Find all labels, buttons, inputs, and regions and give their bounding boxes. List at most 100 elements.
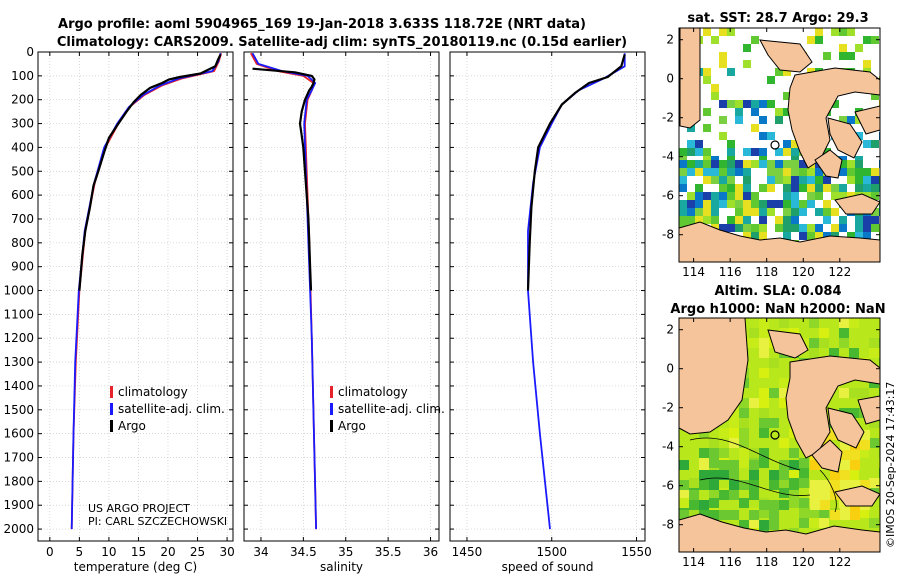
legend-label-climatology: climatology bbox=[338, 385, 408, 399]
sst-cell bbox=[815, 168, 823, 176]
sst-cell bbox=[767, 208, 775, 216]
sla-cell bbox=[820, 480, 830, 490]
sst-cell bbox=[807, 192, 815, 200]
sst-cell bbox=[839, 168, 847, 176]
sst-cell bbox=[839, 160, 847, 168]
sst-cell bbox=[823, 200, 831, 208]
sst-cell bbox=[759, 200, 767, 208]
map-y-tick-label: -2 bbox=[662, 401, 674, 415]
sst-cell bbox=[679, 200, 687, 208]
sst-cell bbox=[687, 216, 695, 224]
map-x-tick-label: 114 bbox=[682, 265, 705, 279]
legend-label-satellite: satellite-adj. clim. bbox=[118, 402, 225, 416]
sst-cell bbox=[727, 28, 735, 36]
sst-cell bbox=[735, 160, 743, 168]
sst-cell bbox=[871, 216, 879, 224]
sla-cell bbox=[769, 500, 779, 510]
sst-cell bbox=[703, 176, 711, 184]
sst-cell bbox=[815, 176, 823, 184]
sst-cell bbox=[687, 124, 695, 132]
sla-cell bbox=[759, 328, 769, 338]
sla-cell bbox=[739, 418, 749, 428]
sst-cell bbox=[679, 148, 687, 156]
sst-cell bbox=[735, 200, 743, 208]
map-y-tick-label: 0 bbox=[666, 72, 674, 86]
sst-cell bbox=[735, 208, 743, 216]
panel-sound-speed: 1450 1500 1550 speed of sound bbox=[449, 51, 652, 574]
sst-cell bbox=[767, 168, 775, 176]
sst-cell bbox=[791, 140, 799, 148]
sst-cell bbox=[711, 200, 719, 208]
sst-cell bbox=[703, 108, 711, 116]
sst-land bbox=[679, 28, 880, 262]
sst-cell bbox=[871, 92, 879, 100]
sla-cell bbox=[859, 508, 869, 518]
sla-cell bbox=[779, 438, 789, 448]
x-tick-label: 20 bbox=[160, 545, 175, 559]
sla-cell bbox=[699, 448, 709, 458]
sst-cell bbox=[815, 28, 823, 36]
sla-cell bbox=[789, 448, 799, 458]
sla-cell bbox=[739, 428, 749, 438]
sst-cell bbox=[839, 44, 847, 52]
sla-cell bbox=[689, 490, 699, 500]
sla-cell bbox=[779, 318, 789, 328]
sst-cell bbox=[783, 216, 791, 224]
sst-cell bbox=[783, 192, 791, 200]
sst-cell bbox=[687, 200, 695, 208]
sst-cell bbox=[743, 176, 751, 184]
map-y-tick-label: 2 bbox=[666, 33, 674, 47]
sst-cell bbox=[855, 160, 863, 168]
sla-cell bbox=[799, 478, 809, 488]
legend-salinity: climatology satellite-adj. clim. Argo bbox=[330, 385, 445, 433]
map-y-tick-label: -6 bbox=[662, 479, 674, 493]
sla-cell bbox=[830, 510, 840, 520]
sst-map-title: sat. SST: 28.7 Argo: 29.3 bbox=[687, 11, 868, 26]
map-x-tick-label: 116 bbox=[719, 265, 742, 279]
sst-cell bbox=[687, 208, 695, 216]
sst-cell bbox=[831, 208, 839, 216]
sst-cell bbox=[695, 200, 703, 208]
axis-frame bbox=[243, 51, 440, 542]
sla-cell bbox=[779, 368, 789, 378]
sla-cell bbox=[779, 388, 789, 398]
sst-cell bbox=[855, 216, 863, 224]
sst-cell bbox=[727, 216, 735, 224]
sla-cell bbox=[729, 418, 739, 428]
sst-cell bbox=[679, 176, 687, 184]
sla-cell bbox=[759, 348, 769, 358]
timestamp: ©IMOS 20-Sep-2024 17:43:17 bbox=[884, 382, 897, 548]
sst-cell bbox=[703, 192, 711, 200]
sst-cell bbox=[743, 192, 751, 200]
sla-cell bbox=[719, 478, 729, 488]
sst-cell bbox=[743, 208, 751, 216]
sla-cell bbox=[739, 398, 749, 408]
sst-cell bbox=[799, 184, 807, 192]
legend-label-climatology: climatology bbox=[118, 385, 188, 399]
sst-cell bbox=[855, 232, 863, 240]
sst-cell bbox=[711, 192, 719, 200]
sst-cell bbox=[703, 148, 711, 156]
sla-cell bbox=[759, 458, 769, 468]
y-tick-label: 900 bbox=[11, 260, 34, 274]
x-tick-label: 34 bbox=[253, 545, 268, 559]
sla-cell bbox=[869, 438, 879, 448]
sst-cell bbox=[703, 200, 711, 208]
sst-cell bbox=[727, 184, 735, 192]
sst-cell bbox=[783, 200, 791, 208]
sst-cell bbox=[783, 68, 791, 76]
y-tick-label: 800 bbox=[11, 236, 34, 250]
sst-cell bbox=[871, 36, 879, 44]
y-tick-label: 600 bbox=[11, 188, 34, 202]
sla-cell bbox=[860, 440, 870, 450]
sst-cell bbox=[855, 44, 863, 52]
sst-cell bbox=[727, 160, 735, 168]
sla-cell bbox=[699, 500, 709, 510]
sst-cell bbox=[703, 76, 711, 84]
sla-cell bbox=[849, 338, 859, 348]
series-line-argo bbox=[78, 53, 222, 291]
sst-cell bbox=[767, 184, 775, 192]
sla-cell bbox=[739, 488, 749, 498]
sst-cell bbox=[871, 192, 879, 200]
